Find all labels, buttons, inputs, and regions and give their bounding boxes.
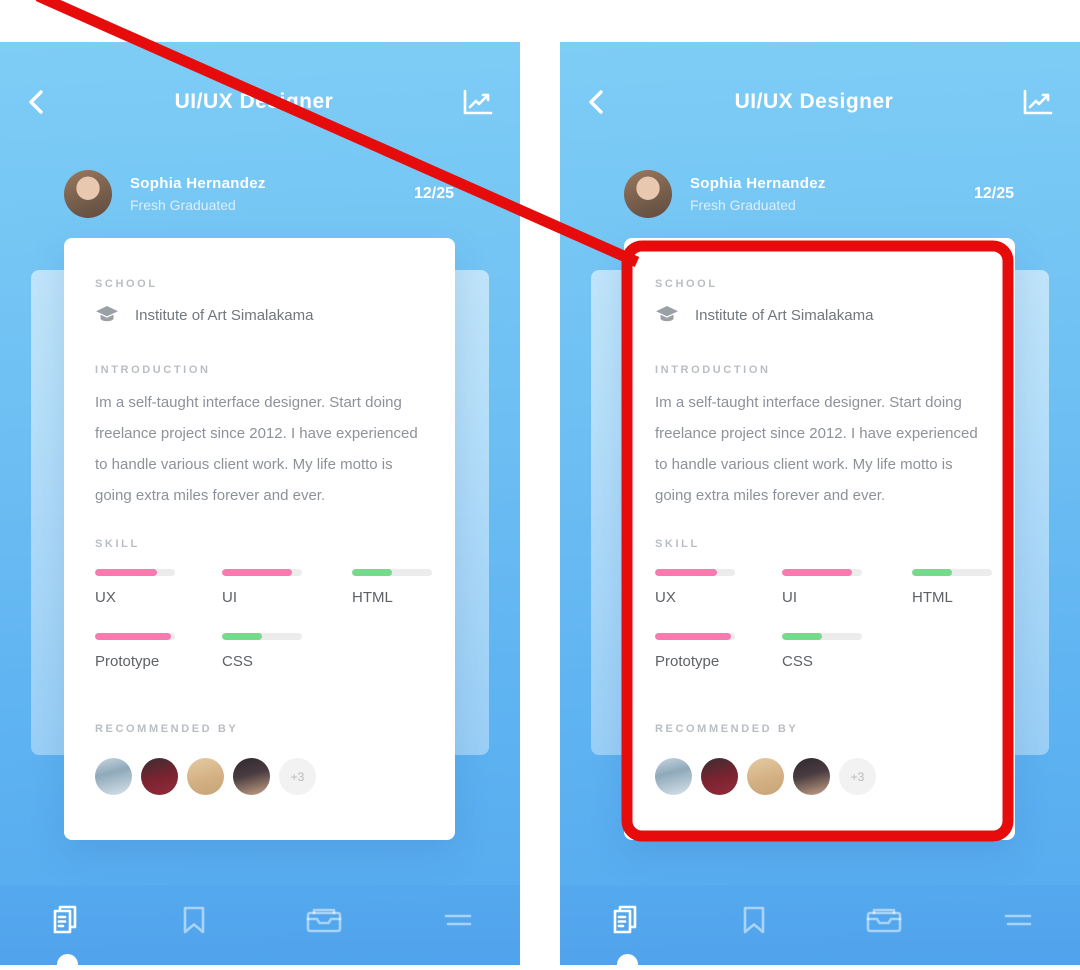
profile-card: SCHOOL Institute of Art Simalakama INTRO… xyxy=(624,238,1015,840)
nav-bookmark-icon[interactable] xyxy=(741,904,767,941)
skill-item: CSS xyxy=(222,633,352,670)
skill-item: Prototype xyxy=(655,633,782,670)
skill-name: HTML xyxy=(352,589,393,606)
skill-item: UI xyxy=(782,569,912,606)
skill-name: UI xyxy=(222,589,237,606)
nav-inbox-icon[interactable] xyxy=(863,903,905,942)
stats-chart-icon[interactable] xyxy=(1022,88,1054,116)
nav-menu-icon[interactable] xyxy=(1002,909,1034,936)
profile-row: Sophia Hernandez Fresh Graduated 12/25 xyxy=(624,168,1014,220)
school-label: SCHOOL xyxy=(655,278,718,290)
profile-name: Sophia Hernandez xyxy=(130,175,266,192)
page-title: UI/UX Designer xyxy=(734,90,894,113)
skill-progressbar xyxy=(782,633,862,640)
recommender-avatar[interactable] xyxy=(95,758,132,795)
skill-name: Prototype xyxy=(655,653,720,670)
top-bar: UI/UX Designer xyxy=(0,78,520,126)
profile-name: Sophia Hernandez xyxy=(690,175,826,192)
introduction-label: INTRODUCTION xyxy=(655,364,771,376)
profile-subtitle: Fresh Graduated xyxy=(130,197,236,213)
skill-item: HTML xyxy=(352,569,432,606)
introduction-text: Im a self-taught interface designer. Sta… xyxy=(95,394,418,504)
skill-progressbar xyxy=(912,569,992,576)
phone-screen-right: UI/UX Designer Sophia Hernandez Fresh Gr… xyxy=(560,42,1080,965)
skill-label: SKILL xyxy=(95,538,140,550)
more-recommenders-badge[interactable]: +3 xyxy=(279,758,316,795)
skill-grid: UX UI HTML Prototype CSS xyxy=(95,569,432,670)
skill-grid: UX UI HTML Prototype CSS xyxy=(655,569,992,670)
skill-name: UX xyxy=(655,589,676,606)
skill-label: SKILL xyxy=(655,538,700,550)
recommender-avatar[interactable] xyxy=(141,758,178,795)
phone-screen-left: UI/UX Designer Sophia Hernandez Fresh Gr… xyxy=(0,42,520,965)
nav-active-indicator xyxy=(57,954,78,965)
skill-progressbar xyxy=(95,569,175,576)
skill-item: UX xyxy=(95,569,222,606)
card-counter: 12/25 xyxy=(413,185,454,202)
graduation-cap-icon xyxy=(655,305,679,325)
recommender-avatar[interactable] xyxy=(187,758,224,795)
stats-chart-icon[interactable] xyxy=(462,88,494,116)
recommender-avatar[interactable] xyxy=(747,758,784,795)
skill-progressbar xyxy=(655,633,735,640)
profile-avatar xyxy=(624,170,672,218)
skill-item: HTML xyxy=(912,569,992,606)
skill-progressbar xyxy=(95,633,175,640)
recommender-avatar[interactable] xyxy=(655,758,692,795)
skill-item: UI xyxy=(222,569,352,606)
skill-item: UX xyxy=(655,569,782,606)
bottom-nav xyxy=(560,885,1080,965)
recommender-avatar[interactable] xyxy=(701,758,738,795)
profile-row: Sophia Hernandez Fresh Graduated 12/25 xyxy=(64,168,454,220)
school-name: Institute of Art Simalakama xyxy=(135,306,314,324)
skill-name: UI xyxy=(782,589,797,606)
skill-item: CSS xyxy=(782,633,912,670)
graduation-cap-icon xyxy=(95,305,119,325)
school-label: SCHOOL xyxy=(95,278,158,290)
nav-menu-icon[interactable] xyxy=(442,909,474,936)
skill-name: HTML xyxy=(912,589,953,606)
introduction-text: Im a self-taught interface designer. Sta… xyxy=(655,394,978,504)
nav-inbox-icon[interactable] xyxy=(303,903,345,942)
skill-name: CSS xyxy=(222,653,253,670)
profile-card: SCHOOL Institute of Art Simalakama INTRO… xyxy=(64,238,455,840)
recommended-label: RECOMMENDED BY xyxy=(95,723,239,735)
introduction-label: INTRODUCTION xyxy=(95,364,211,376)
recommender-avatar[interactable] xyxy=(233,758,270,795)
skill-item: Prototype xyxy=(95,633,222,670)
top-bar: UI/UX Designer xyxy=(560,78,1080,126)
nav-active-indicator xyxy=(617,954,638,965)
back-icon[interactable] xyxy=(26,89,46,115)
back-icon[interactable] xyxy=(586,89,606,115)
skill-progressbar xyxy=(655,569,735,576)
bottom-nav xyxy=(0,885,520,965)
skill-progressbar xyxy=(222,569,302,576)
nav-documents-icon[interactable] xyxy=(606,901,644,944)
more-recommenders-badge[interactable]: +3 xyxy=(839,758,876,795)
skill-progressbar xyxy=(222,633,302,640)
school-name: Institute of Art Simalakama xyxy=(695,306,874,324)
skill-name: UX xyxy=(95,589,116,606)
skill-progressbar xyxy=(782,569,862,576)
skill-progressbar xyxy=(352,569,432,576)
profile-subtitle: Fresh Graduated xyxy=(690,197,796,213)
profile-avatar xyxy=(64,170,112,218)
recommended-label: RECOMMENDED BY xyxy=(655,723,799,735)
skill-name: CSS xyxy=(782,653,813,670)
recommenders-row: +3 xyxy=(95,758,427,795)
recommender-avatar[interactable] xyxy=(793,758,830,795)
page-title: UI/UX Designer xyxy=(174,90,334,113)
skill-name: Prototype xyxy=(95,653,160,670)
nav-documents-icon[interactable] xyxy=(46,901,84,944)
recommenders-row: +3 xyxy=(655,758,987,795)
nav-bookmark-icon[interactable] xyxy=(181,904,207,941)
card-counter: 12/25 xyxy=(973,185,1014,202)
